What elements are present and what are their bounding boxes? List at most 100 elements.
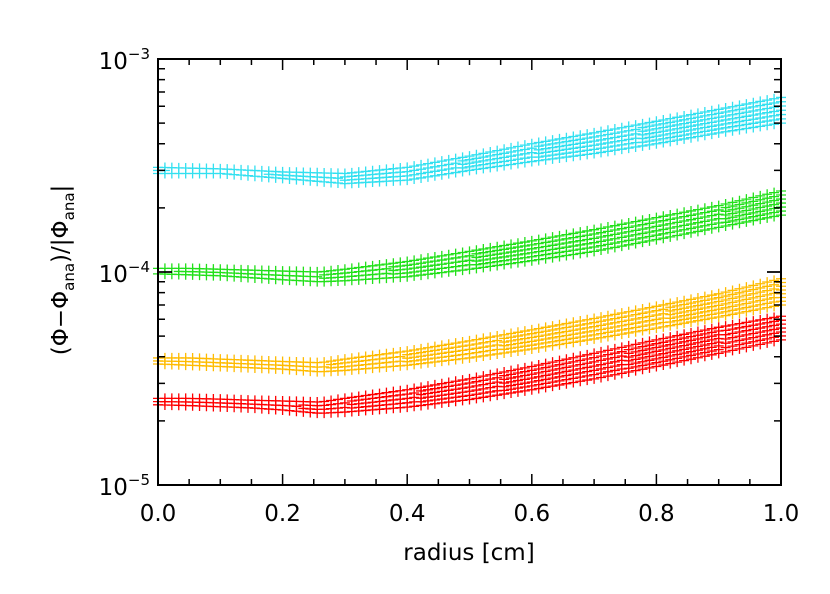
data-point [672,357,683,368]
data-point [582,247,593,258]
data-point [762,302,773,313]
data-point [512,386,523,397]
data-point [727,125,738,136]
data-point [755,303,766,314]
data-point [665,358,676,369]
data-point [616,368,627,379]
data-point [755,214,766,225]
data-point [436,169,447,180]
data-point [506,258,517,269]
data-point [672,230,683,241]
data-point [478,163,489,174]
data-point [561,152,572,163]
data-point [402,402,413,413]
data-point [547,252,558,263]
data-point [699,130,710,141]
data-point [485,261,496,272]
data-point [519,256,530,267]
data-point [589,333,600,344]
data-point [596,332,607,343]
data-point [769,119,780,130]
x-axis-title: radius [cm] [403,540,534,566]
data-point [478,350,489,361]
data-point [706,223,717,234]
data-point [526,255,537,266]
data-point [748,215,759,226]
data-point [699,225,710,236]
x-tick-label: 0.2 [264,501,301,527]
data-point [706,349,717,360]
data-point [568,151,579,162]
data-point [589,373,600,384]
data-point [506,346,517,357]
data-point [554,379,565,390]
data-point [665,231,676,242]
data-point [450,354,461,365]
data-point [519,385,530,396]
data-point [568,377,579,388]
data-point [692,315,703,326]
data-point [443,397,454,408]
data-point [644,139,655,150]
data-point [402,360,413,371]
data-point [602,243,613,254]
data-point [492,348,503,359]
data-point [422,269,433,280]
data-point [416,172,427,183]
data-point [713,127,724,138]
data-point [644,362,655,373]
data-point [623,327,634,338]
data-point [755,339,766,350]
data-point [769,301,780,312]
data-point [596,245,607,256]
data-point [623,143,634,154]
data-point [485,162,496,173]
data-point [575,150,586,161]
y-tick-label: 10−3 [99,45,150,75]
data-point [679,133,690,144]
data-point [575,248,586,259]
data-point [464,165,475,176]
data-point [706,129,717,140]
data-point [679,229,690,240]
data-point [644,324,655,335]
data-point [471,164,482,175]
data-point [741,216,752,227]
series-red [153,311,786,419]
data-point [762,337,773,348]
data-point [436,356,447,367]
data-point [429,170,440,181]
data-point [658,321,669,332]
data-point [422,357,433,368]
data-point [499,389,510,400]
data-point [429,268,440,279]
data-point [457,166,468,177]
data-point [658,360,669,371]
data-point [478,262,489,273]
data-point [512,257,523,268]
data-point [686,132,697,143]
data-point [526,344,537,355]
data-point [651,234,662,245]
x-tick-label: 0.6 [514,501,551,527]
series-green [153,186,786,287]
data-point [526,156,537,167]
data-point [409,359,420,370]
data-point [658,233,669,244]
data-point [609,145,620,156]
data-point [402,271,413,282]
data-point [727,309,738,320]
data-point [720,346,731,357]
data-point [658,137,669,148]
data-point [402,175,413,186]
data-point [554,339,565,350]
data-point [506,388,517,399]
data-point [554,251,565,262]
data-point [416,358,427,369]
plot-frame [157,58,782,486]
x-tick-label: 1.0 [763,501,800,527]
data-point [596,147,607,158]
data-point [692,131,703,142]
data-point [762,120,773,131]
data-point [506,159,517,170]
